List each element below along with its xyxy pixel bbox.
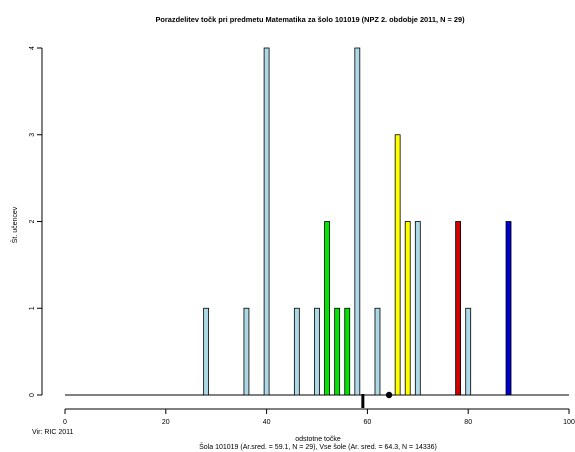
- y-axis: 0 1 2 3 4: [29, 46, 43, 397]
- chart-subtitle: Šola 101019 (Ar.sred. = 59.1, N = 29), V…: [199, 442, 437, 451]
- y-tick-label: 0: [29, 393, 36, 397]
- bar: [293, 307, 300, 396]
- bar: [455, 221, 462, 396]
- x-tick-label: 80: [464, 419, 472, 426]
- bar: [414, 221, 421, 396]
- x-tick-label: 20: [162, 419, 170, 426]
- bar: [344, 307, 351, 396]
- bar: [314, 307, 320, 396]
- bar: [243, 307, 250, 396]
- school-mean-marker: [361, 394, 365, 408]
- bar: [263, 47, 270, 396]
- all-schools-mean-marker: [385, 391, 393, 399]
- x-tick-label: 0: [63, 419, 67, 426]
- x-tick-label: 60: [364, 419, 372, 426]
- bar: [374, 307, 381, 396]
- bar: [394, 134, 401, 396]
- bar: [203, 307, 210, 396]
- bar: [354, 47, 361, 396]
- y-tick-label: 2: [29, 219, 36, 223]
- y-tick-label: 1: [29, 306, 36, 310]
- bar: [324, 221, 330, 396]
- bar: [404, 221, 411, 396]
- y-tick-label: 3: [29, 133, 36, 137]
- x-axis: 0 20 40 60 80 100: [63, 408, 575, 426]
- bar: [465, 307, 472, 396]
- x-tick-label: 100: [563, 419, 575, 426]
- x-axis-label: odstotne točke: [295, 436, 341, 443]
- bars-group: [65, 47, 569, 396]
- y-tick-label: 4: [29, 46, 36, 50]
- y-axis-label: Št. učencev: [10, 206, 19, 243]
- bar: [334, 307, 341, 396]
- mean-markers: [361, 391, 393, 408]
- x-tick-label: 40: [263, 419, 271, 426]
- chart-title: Porazdelitev točk pri predmetu Matematik…: [155, 15, 465, 24]
- bar: [505, 221, 512, 396]
- source-note: Vir: RIC 2011: [32, 429, 73, 436]
